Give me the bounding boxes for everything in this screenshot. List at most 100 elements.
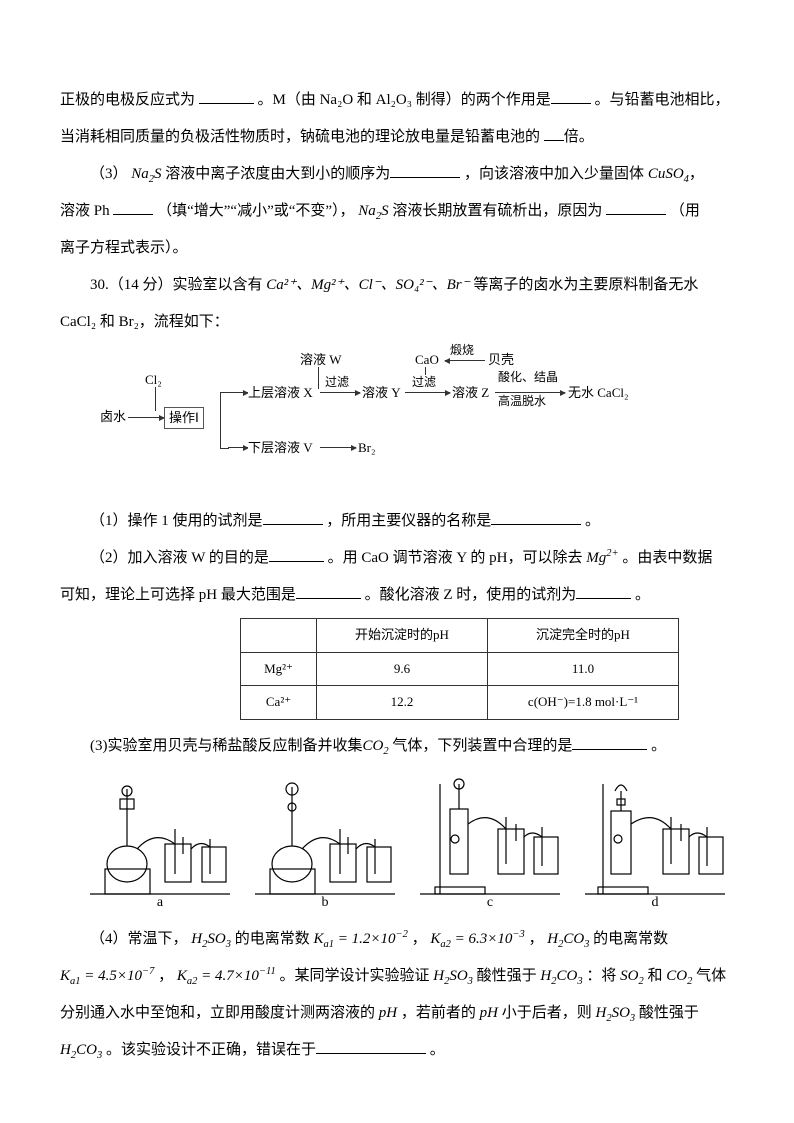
lbl-filter: 过滤	[325, 375, 349, 389]
blank[interactable]	[551, 88, 591, 104]
blank[interactable]	[269, 546, 324, 562]
formula: H2CO3	[60, 1042, 102, 1058]
lbl-dehydr: 高温脱水	[498, 394, 546, 408]
q3-line1: （3） Na2S 溶液中离子浓度由大到小的顺序为 ，向该溶液中加入少量固体 Cu…	[60, 158, 734, 191]
text: 的电离常数	[593, 931, 668, 947]
text: 。	[585, 513, 600, 529]
blank[interactable]	[572, 734, 647, 750]
arrow	[445, 360, 485, 361]
blank[interactable]	[390, 162, 460, 178]
q3-line2: 溶液 Ph （填“增大”“减小”或“不变”）， Na2S 溶液长期放置有硫析出，…	[60, 195, 734, 228]
s4-line4: H2CO3 。该实验设计不正确，错误在于 。	[60, 1034, 734, 1067]
caption-a: a	[80, 888, 240, 919]
text: ，向该溶液中加入少量固体	[464, 166, 648, 182]
text: 溶液中离子浓度由大到小的顺序为	[165, 166, 390, 182]
text: ，	[689, 166, 704, 182]
text: 。	[430, 1042, 445, 1058]
blank[interactable]	[296, 583, 361, 599]
text: 酸性强于	[477, 968, 537, 984]
formula: H2CO3	[540, 968, 582, 984]
q30-line1: 30.（14 分）实验室以含有 Ca²⁺、Mg²⁺、Cl⁻、SO₄²⁻、Br⁻ …	[60, 269, 734, 302]
th1: 开始沉淀时的pH	[317, 619, 488, 653]
blank[interactable]	[316, 1038, 426, 1054]
formula: H2SO3	[433, 968, 473, 984]
text: 。由表中数据	[622, 550, 712, 566]
th2: 沉淀完全时的pH	[488, 619, 679, 653]
node-upper: 上层溶液 X	[248, 385, 313, 401]
node-br2: Br₂	[358, 440, 376, 456]
s4-line1: （4）常温下， H2SO3 的电离常数 Ka1 = 1.2×10−2 ， Ka2…	[60, 923, 734, 956]
text: ，所用主要仪器的名称是	[326, 513, 491, 529]
text: 。酸化溶液 Z 时，使用的试剂为	[365, 587, 577, 603]
text: 。该实验设计不正确，错误在于	[106, 1042, 316, 1058]
r1v2: 11.0	[488, 652, 679, 686]
formula: Mg2+	[586, 550, 618, 566]
s1: （1）操作 1 使用的试剂是 ，所用主要仪器的名称是 。	[60, 505, 734, 538]
formula: Ka1 = 4.5×10−7	[60, 968, 154, 984]
r2-ion: Ca²⁺	[241, 686, 317, 720]
blank[interactable]	[491, 509, 581, 525]
node-cl2: Cl₂	[145, 372, 162, 388]
r1v1: 9.6	[317, 652, 488, 686]
text: 。用 CaO 调节溶液 Y 的 pH，可以除去	[328, 550, 587, 566]
formula: Ka1 = 1.2×10−2	[313, 931, 407, 947]
blank[interactable]	[606, 199, 666, 215]
text: 酸性强于	[639, 1005, 699, 1021]
lbl-calcine: 煅烧	[450, 343, 474, 357]
text: 。M（由 Na₂O 和 Al₂O₃ 制得）的两个作用是	[258, 92, 551, 108]
lbl-acid: 酸化、结晶	[498, 370, 558, 384]
text: ，	[528, 931, 543, 947]
text: 倍。	[564, 129, 594, 145]
formula: SO2	[620, 968, 644, 984]
arrow	[405, 392, 450, 393]
text: ：将	[586, 968, 616, 984]
text: 。	[651, 738, 666, 754]
node-solY: 溶液 Y	[362, 385, 401, 401]
text: （用	[670, 203, 700, 219]
arrow	[320, 392, 360, 393]
text: ，	[412, 931, 427, 947]
text: ，若前者的	[401, 1005, 476, 1021]
s4-line3: 分别通入水中至饱和，立即用酸度计测两溶液的 pH ，若前者的 pH 小于后者，则…	[60, 997, 734, 1030]
caption-b: b	[245, 888, 405, 919]
arrow	[155, 387, 156, 411]
node-brine: 卤水	[100, 409, 126, 425]
blank[interactable]	[113, 199, 153, 215]
node-lower: 下层溶液 V	[248, 440, 313, 456]
blank[interactable]	[263, 509, 323, 525]
arrow	[228, 392, 248, 393]
text: 。某同学设计实验验证	[279, 968, 429, 984]
formula: CuSO4	[648, 166, 689, 182]
text: 溶液长期放置有硫析出，原因为	[392, 203, 602, 219]
text: (3)实验室用贝壳与稀盐酸反应制备并收集	[90, 738, 363, 754]
text: 等离子的卤水为主要原料制备无水	[473, 277, 698, 293]
text: 小于后者，则	[502, 1005, 592, 1021]
text: 可知，理论上可选择 pH 最大范围是	[60, 587, 296, 603]
formula: pH	[379, 1005, 397, 1021]
formula: H2SO3	[191, 931, 231, 947]
ions: Ca²⁺、Mg²⁺、Cl⁻、SO₄²⁻、Br⁻	[266, 277, 469, 293]
s2-line1: （2）加入溶液 W 的目的是 。用 CaO 调节溶液 Y 的 pH，可以除去 M…	[60, 542, 734, 575]
apparatus-row: a b	[80, 769, 740, 919]
q30-line2: CaCl₂ 和 Br₂，流程如下：	[60, 306, 734, 339]
text: 气体	[696, 968, 726, 984]
ph-table: 开始沉淀时的pH 沉淀完全时的pH Mg²⁺ 9.6 11.0 Ca²⁺ 12.…	[240, 618, 679, 720]
s4-line2: Ka1 = 4.5×10−7 ， Ka2 = 4.7×10−11 。某同学设计实…	[60, 960, 734, 993]
apparatus-c: c	[410, 769, 570, 919]
blank[interactable]	[576, 583, 631, 599]
text: （填“增大”“减小”或“不变”），	[157, 203, 354, 219]
text: 气体，下列装置中合理的是	[392, 738, 572, 754]
r2v2: c(OH⁻)=1.8 mol·L⁻¹	[488, 686, 679, 720]
blank[interactable]	[544, 125, 564, 141]
formula: CO2	[363, 738, 389, 754]
arrow	[228, 447, 248, 448]
formula: CO2	[666, 968, 692, 984]
blank[interactable]	[199, 88, 254, 104]
text: （3）	[90, 166, 128, 182]
text: 离子方程式表示）。	[60, 240, 188, 256]
text: （1）操作 1 使用的试剂是	[90, 513, 263, 529]
text: ，	[158, 968, 173, 984]
s3: (3)实验室用贝壳与稀盐酸反应制备并收集CO2 气体，下列装置中合理的是 。	[60, 730, 734, 763]
text: 正极的电极反应式为	[60, 92, 195, 108]
text: 30.（14 分）实验室以含有	[90, 277, 266, 293]
